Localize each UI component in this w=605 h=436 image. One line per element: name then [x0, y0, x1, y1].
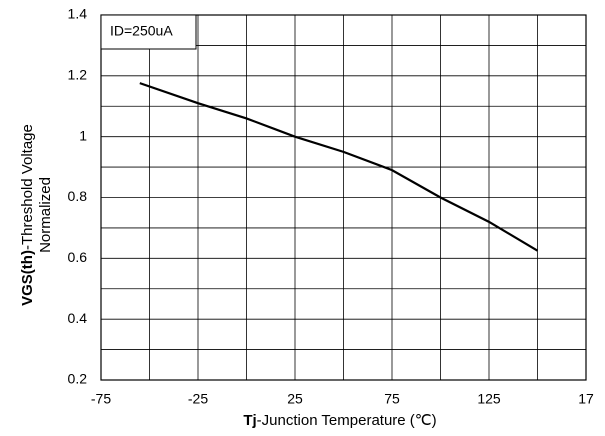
x-tick-label: 75 — [384, 391, 400, 407]
y-tick-label: 1.2 — [68, 67, 88, 83]
y-axis-label-bold: VGS(th) — [19, 250, 36, 306]
data-line — [139, 82, 539, 252]
y-tick-label: 1.4 — [68, 6, 88, 22]
x-tick-label: -25 — [188, 391, 208, 407]
annotation: ID=250uA — [110, 23, 173, 39]
y-tick-label: 1 — [79, 127, 87, 143]
y-tick-label: 0.4 — [68, 310, 88, 326]
annotation-box — [100, 14, 197, 50]
y-axis-label: VGS(th)-Threshold Voltage — [19, 124, 36, 306]
y-tick-label: 0.8 — [68, 188, 88, 204]
plot-frame — [100, 14, 587, 381]
y-tick-label: 0.2 — [68, 371, 88, 387]
x-tick-label: 17 — [578, 391, 594, 407]
x-axis-label-rest: -Junction Temperature (℃) — [257, 412, 437, 429]
x-tick-label: 125 — [477, 391, 501, 407]
x-tick-label: -75 — [91, 391, 111, 407]
y-axis-label-rest: -Threshold Voltage — [19, 124, 36, 250]
y-axis-label-line2: Normalized — [37, 177, 54, 253]
x-axis-label: Tj-Junction Temperature (℃) — [243, 412, 436, 429]
x-tick-label: 25 — [287, 391, 303, 407]
x-axis-label-bold: Tj — [243, 412, 256, 429]
y-tick-label: 0.6 — [68, 249, 88, 265]
